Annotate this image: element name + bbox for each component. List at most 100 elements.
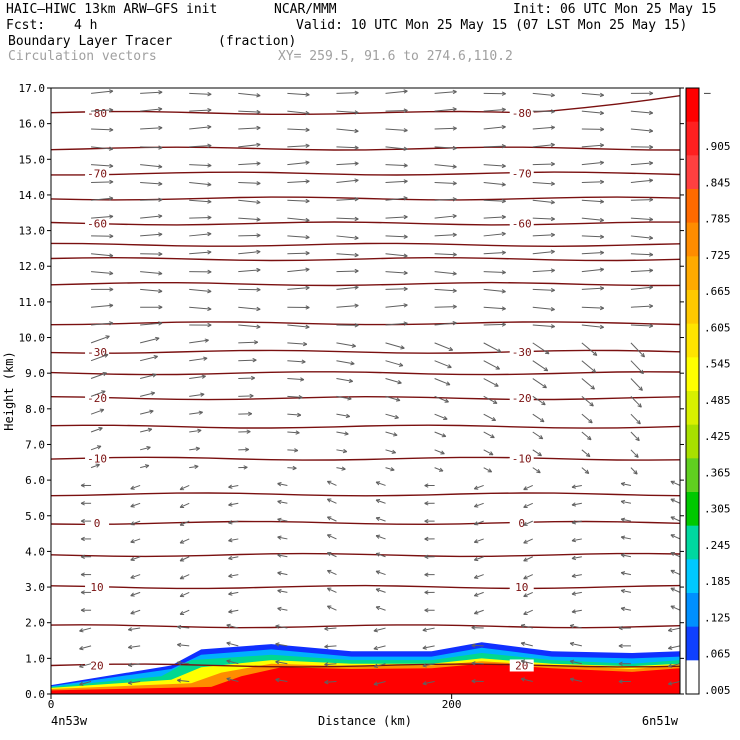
contour-line-2	[51, 584, 680, 590]
vector-arrow-131	[130, 502, 141, 508]
colorbar-swatch-15	[686, 593, 699, 628]
vector-arrow-36	[569, 641, 582, 647]
vector-arrow-357	[385, 196, 408, 201]
vector-arrow-386	[532, 161, 555, 167]
vector-arrow-7	[422, 681, 435, 686]
vector-arrow-225	[287, 377, 305, 382]
vector-arrow-430	[140, 90, 163, 95]
vector-arrow-206	[630, 413, 641, 425]
vector-arrow-245	[630, 360, 644, 375]
colorbar-swatch-6	[686, 290, 699, 325]
vector-arrow-105	[130, 538, 141, 544]
vector-arrow-335	[581, 234, 605, 239]
vector-arrow-9	[520, 677, 533, 683]
vector-arrow-358	[434, 197, 457, 202]
vector-arrow-236	[189, 356, 208, 362]
vector-arrow-191	[532, 431, 544, 440]
vector-arrow-195	[90, 408, 105, 415]
vector-arrow-100	[523, 556, 533, 562]
vector-arrow-281	[483, 306, 506, 311]
vector-arrow-370	[385, 179, 408, 184]
vector-arrow-354	[238, 199, 261, 205]
contour-label-bg-6-1	[509, 516, 534, 529]
y-tick-label-7: 7.0	[25, 438, 45, 451]
y-tick-label-10: 10.0	[19, 332, 46, 345]
vector-arrow-322	[581, 250, 605, 255]
colorbar-label-10: .365	[704, 466, 731, 479]
vector-arrow-86	[473, 574, 484, 579]
vector-arrow-66	[130, 591, 141, 597]
vector-arrow-149	[375, 481, 386, 486]
vector-arrow-377	[91, 163, 114, 169]
vector-arrow-338	[91, 214, 114, 219]
vector-arrow-326	[140, 232, 163, 237]
vector-arrow-438	[532, 92, 555, 98]
colorbar-swatch-13	[686, 525, 699, 560]
vector-arrow-270	[581, 324, 604, 330]
vector-arrow-425	[532, 109, 555, 114]
vector-arrow-256	[532, 342, 550, 355]
vector-arrow-170	[140, 445, 151, 451]
vector-arrow-90	[670, 569, 680, 576]
y-tick-label-11: 11.0	[19, 296, 46, 309]
vector-arrow-213	[336, 395, 352, 401]
vector-arrow-218	[581, 395, 594, 407]
y-tick-label-15: 15.0	[19, 153, 46, 166]
contour-label-7-0: 10	[90, 581, 103, 594]
contour-label-3-1: -30	[512, 346, 532, 359]
vector-arrow-305	[385, 270, 408, 276]
vector-arrow-93	[179, 556, 190, 562]
contour-label-bg-7-0	[85, 581, 110, 594]
vector-arrow-268	[483, 322, 506, 327]
vector-arrow-334	[532, 232, 555, 238]
vector-arrow-0	[79, 681, 92, 686]
vector-arrow-89	[620, 571, 632, 576]
vector-arrow-153	[571, 484, 582, 489]
vector-arrow-171	[189, 446, 200, 451]
vector-arrow-10	[569, 677, 582, 683]
vector-arrow-362	[630, 197, 654, 202]
vector-arrow-69	[277, 588, 288, 594]
vector-arrow-379	[189, 163, 212, 168]
vector-arrow-265	[336, 323, 359, 328]
vector-arrow-110	[375, 534, 386, 540]
contour-line-13	[51, 256, 680, 262]
vector-arrow-189	[434, 431, 447, 438]
vector-arrow-164	[483, 467, 493, 473]
y-tick-label-8: 8.0	[25, 403, 45, 416]
vector-arrow-295	[532, 288, 555, 293]
colorbar-label-13: .185	[704, 575, 731, 588]
vector-arrow-45	[373, 627, 386, 633]
vector-arrow-175	[385, 449, 397, 454]
vector-arrow-409	[385, 128, 408, 133]
init-time: Init: 06 UTC Mon 25 May 15	[513, 2, 717, 17]
colorbar-swatch-0	[686, 88, 699, 123]
vector-arrow-318	[385, 253, 408, 258]
vector-arrow-46	[422, 627, 435, 632]
vector-arrow-348	[581, 217, 604, 223]
vector-arrow-384	[434, 164, 457, 169]
vector-arrow-111	[424, 536, 435, 542]
vector-arrow-55	[228, 609, 239, 614]
vector-arrow-242	[483, 360, 501, 370]
vector-arrow-341	[238, 217, 261, 222]
vector-arrow-165	[532, 467, 541, 474]
vector-arrow-222	[140, 373, 157, 380]
vector-arrow-166	[581, 467, 590, 474]
vector-arrow-394	[287, 143, 310, 148]
vector-arrow-398	[483, 144, 506, 149]
y-tick-label-4: 4.0	[25, 545, 45, 558]
vector-arrow-28	[177, 642, 190, 648]
vector-arrow-282	[532, 306, 555, 312]
vector-arrow-436	[434, 89, 457, 95]
contour-label-bg-5-0	[85, 452, 110, 465]
vector-arrow-228	[434, 378, 451, 386]
vector-arrow-426	[581, 110, 605, 116]
model-title: HAIC–HIWC 13km ARW–GFS init	[6, 2, 218, 17]
vector-arrow-215	[434, 395, 449, 403]
vector-arrow-366	[189, 181, 212, 187]
vector-arrow-101	[571, 555, 582, 561]
vector-arrow-187	[336, 431, 349, 436]
vector-arrow-269	[532, 324, 555, 329]
